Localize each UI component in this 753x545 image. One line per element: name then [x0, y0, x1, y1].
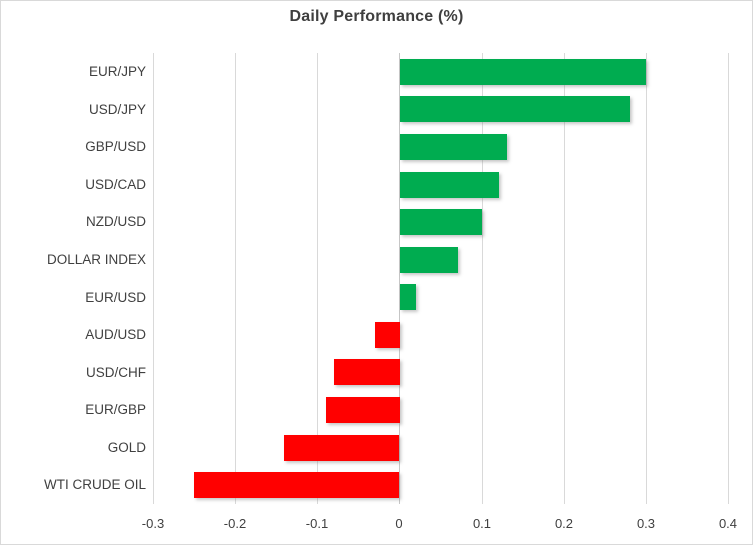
gridline-x--0_3 [153, 53, 154, 504]
category-label-gbp-usd: GBP/USD [85, 139, 146, 154]
gridline-x-0_3 [646, 53, 647, 504]
bar-eur-jpy [400, 59, 646, 85]
bar-gold [284, 435, 399, 461]
xtick-label-0_1: 0.1 [472, 516, 492, 531]
category-label-nzd-usd: NZD/USD [86, 214, 146, 229]
chart-title: Daily Performance (%) [289, 8, 464, 25]
bar-gbp-usd [400, 134, 507, 160]
bar-wti-crude-oil [194, 472, 399, 498]
category-label-wti-crude-oil: WTI CRUDE OIL [43, 477, 146, 492]
category-label-usd-jpy: USD/JPY [88, 102, 146, 117]
bar-usd-cad [400, 172, 499, 198]
xtick-label--0_1: -0.1 [305, 516, 329, 531]
category-label-gold: GOLD [107, 440, 146, 455]
category-label-aud-usd: AUD/USD [85, 327, 146, 342]
category-label-eur-jpy: EUR/JPY [88, 64, 146, 79]
bar-usd-jpy [400, 96, 630, 122]
bar-usd-chf [334, 359, 400, 385]
category-label-usd-chf: USD/CHF [86, 365, 146, 380]
bar-eur-gbp [326, 397, 400, 423]
zero-axis-line [399, 53, 400, 504]
xtick-label-0_2: 0.2 [554, 516, 574, 531]
gridline-x--0_2 [235, 53, 236, 504]
xtick-label-0_4: 0.4 [718, 516, 738, 531]
category-label-eur-usd: EUR/USD [85, 290, 146, 305]
bar-dollar-index [400, 247, 458, 273]
gridline-x-0_4 [728, 53, 729, 504]
xtick-label-0: 0 [395, 516, 403, 531]
gridline-x--0_1 [317, 53, 318, 504]
xtick-label-0_3: 0.3 [636, 516, 656, 531]
gridline-x-0_1 [482, 53, 483, 504]
category-label-usd-cad: USD/CAD [85, 177, 146, 192]
bar-nzd-usd [400, 209, 482, 235]
bar-aud-usd [375, 322, 400, 348]
category-label-dollar-index: DOLLAR INDEX [46, 252, 146, 267]
category-label-eur-gbp: EUR/GBP [85, 402, 146, 417]
xtick-label--0_3: -0.3 [141, 516, 165, 531]
gridline-x-0_2 [564, 53, 565, 504]
bar-eur-usd [400, 284, 416, 310]
xtick-label--0_2: -0.2 [223, 516, 247, 531]
